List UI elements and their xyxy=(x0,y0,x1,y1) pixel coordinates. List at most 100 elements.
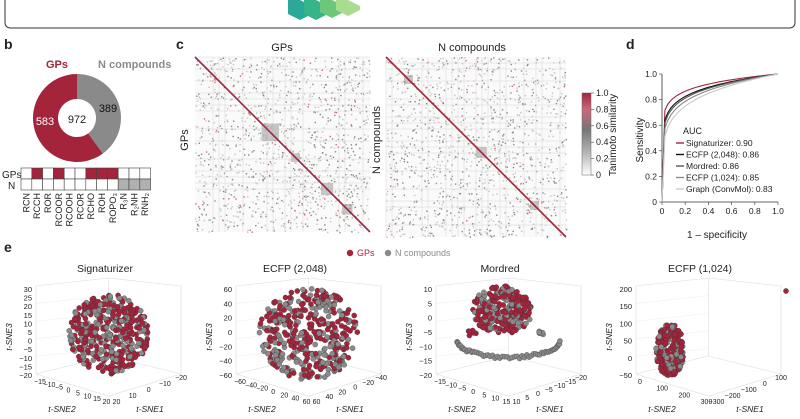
heatmap-cell xyxy=(346,147,349,149)
heatmap-cell xyxy=(402,109,405,111)
heatmap-cell xyxy=(352,87,354,90)
heatmap-cell xyxy=(349,164,351,167)
heatmap-cell xyxy=(213,183,215,185)
heatmap-cell xyxy=(292,167,295,170)
heatmap-cell xyxy=(269,174,271,177)
heatmap-cell xyxy=(527,152,529,155)
tsne-point xyxy=(679,339,685,346)
heatmap-cell xyxy=(402,222,404,224)
heatmap-cell xyxy=(246,186,248,189)
heatmap-cell xyxy=(365,119,367,121)
heatmap-cell xyxy=(386,236,388,238)
heatmap-cell xyxy=(335,212,337,214)
heatmap-cell xyxy=(389,173,392,175)
heatmap-cell xyxy=(494,111,496,114)
tsne-zlabel: t-SNE3 xyxy=(204,323,214,351)
heatmap-cell xyxy=(446,81,448,83)
tsne-ztick-label: 50 xyxy=(624,337,632,346)
heatmap-cell xyxy=(345,223,347,225)
tsne-point xyxy=(129,361,136,368)
heatmap-cell xyxy=(471,161,473,163)
heatmap-cell xyxy=(287,221,290,224)
heatmap-cell xyxy=(438,202,440,205)
heatmap-cell xyxy=(534,104,537,107)
heatmap-cell xyxy=(490,148,492,150)
heatmap-cell xyxy=(325,90,327,93)
heatmap-cell xyxy=(281,218,283,220)
heatmap-cell xyxy=(421,148,423,150)
heatmap-diagonal xyxy=(194,56,371,233)
heatmap-cell xyxy=(356,196,358,198)
tsne-xlabel1: t-SNE2 xyxy=(648,404,676,414)
heatmap-cell xyxy=(258,192,260,194)
tsne-xlabel2: t-SNE1 xyxy=(736,404,764,414)
heatmap-cell xyxy=(335,190,337,192)
heatmap-cell xyxy=(245,134,248,136)
heatmap-cell xyxy=(208,93,210,96)
heatmap-cell xyxy=(543,84,545,86)
heatmap-cell xyxy=(448,118,451,120)
heatmap-cell xyxy=(325,217,327,219)
heatmap-cell xyxy=(417,58,419,60)
tsne-point xyxy=(335,341,341,347)
tsne-point xyxy=(107,332,113,338)
tsne-point xyxy=(311,329,317,335)
heatmap-cell xyxy=(494,163,496,165)
heatmap-cell xyxy=(471,65,474,67)
tsne-point xyxy=(499,320,505,327)
heatmap-cell xyxy=(357,85,359,88)
heatmap-cell xyxy=(461,89,463,91)
heatmap-cell xyxy=(565,202,567,205)
heatmap-cell xyxy=(442,226,444,228)
roc-xtick-label: 0 xyxy=(660,206,665,216)
heatmap-cell xyxy=(466,183,469,185)
heatmap-cell xyxy=(343,160,345,163)
heatmap-cell xyxy=(215,164,217,167)
heatmap-cell xyxy=(399,160,401,162)
tsne-point xyxy=(120,329,126,336)
tsne-x1tick-label: −15 xyxy=(34,379,46,386)
heatmap-cell xyxy=(198,96,200,98)
heatmap-cell xyxy=(479,232,481,234)
heatmap-cell xyxy=(322,146,324,148)
heatmap-cell xyxy=(299,186,301,188)
tsne-ztick-label: −15 xyxy=(19,362,32,371)
tsne-ztick-label: −10 xyxy=(19,354,32,363)
heatmap-cell xyxy=(208,102,210,105)
heatmap-cell xyxy=(214,200,216,202)
tsne-point xyxy=(72,316,78,322)
tsne-point xyxy=(285,312,292,319)
heatmap-cell xyxy=(518,226,521,229)
heatmap-cell xyxy=(243,94,246,96)
heatmap-cell xyxy=(529,158,532,161)
tsne-point xyxy=(322,293,329,299)
heatmap-cell xyxy=(518,165,521,168)
heatmap-cell xyxy=(332,91,334,93)
heatmap-cell xyxy=(331,179,333,182)
heatmap-cell xyxy=(478,185,480,188)
heatmap-cell xyxy=(423,84,425,86)
heatmap-cell xyxy=(268,195,270,198)
heatmap-cell xyxy=(317,130,319,133)
heatmap-cell xyxy=(424,180,426,183)
tsne-point xyxy=(520,294,526,301)
heatmap-cell xyxy=(566,196,568,198)
tsne-ztick-label: 150 xyxy=(619,302,632,311)
heatmap-cell xyxy=(219,208,221,210)
heatmap-diagonal xyxy=(385,56,567,238)
heatmap-cell xyxy=(327,167,329,169)
heatmap-cell xyxy=(450,178,452,180)
heatmap-cell xyxy=(347,61,350,63)
heatmap-cell xyxy=(427,72,430,74)
heatmap-cell xyxy=(491,236,493,238)
heatmap-cell xyxy=(283,57,286,59)
heatmap-cell xyxy=(229,166,232,168)
heatmap-cell xyxy=(314,121,316,124)
heatmap-cell xyxy=(319,75,321,77)
heatmap-cell xyxy=(524,133,526,135)
heatmap-cell xyxy=(263,200,265,203)
tsne-zlabel: t-SNE3 xyxy=(404,323,414,351)
heatmap-cell xyxy=(339,89,342,91)
tsne-point xyxy=(81,336,88,342)
heatmap-cell xyxy=(291,142,294,144)
